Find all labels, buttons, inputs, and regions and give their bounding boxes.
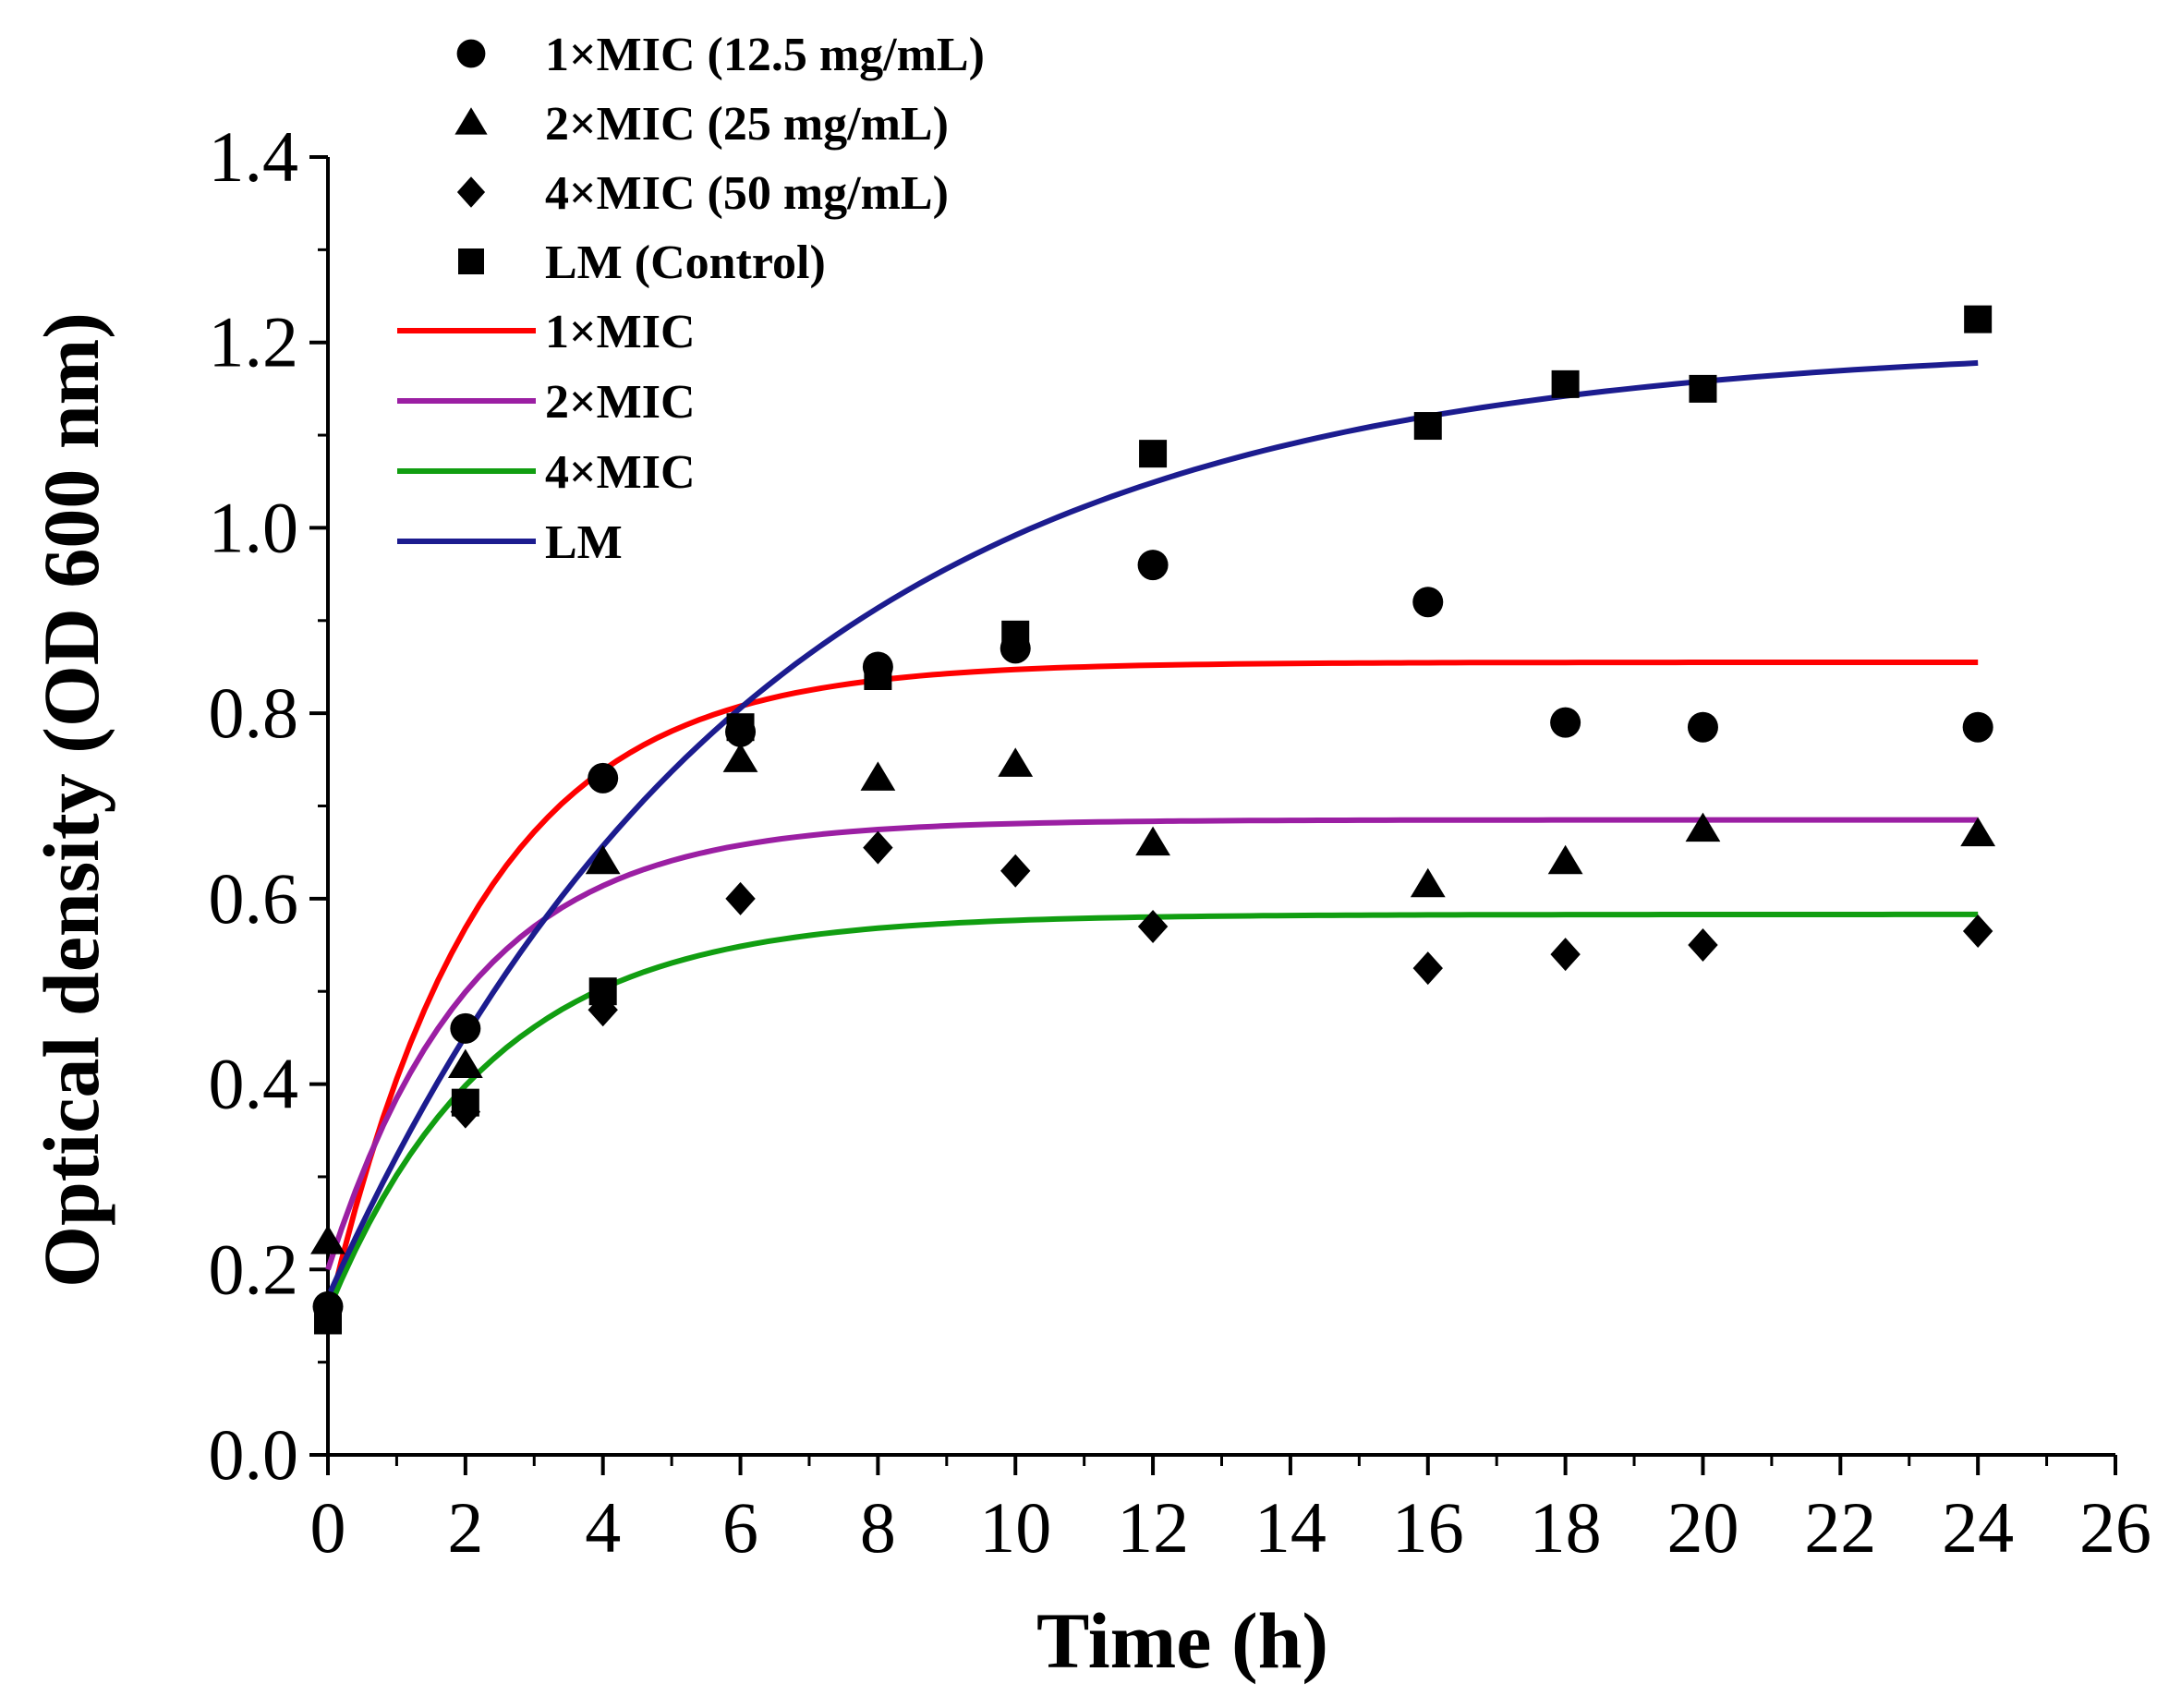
data-point-diamond [1137,909,1169,943]
data-point-circle [1962,711,1993,743]
x-tick-label: 8 [860,1487,896,1568]
y-tick-label: 1.4 [209,116,299,197]
data-point-triangle [998,747,1034,777]
data-point-triangle [1960,817,1996,847]
data-point-diamond [863,830,893,865]
data-point-triangle [722,743,758,772]
legend-marker-triangle [454,107,488,135]
data-point-diamond [588,993,618,1027]
y-tick-label: 0.2 [209,1229,299,1309]
x-tick-label: 24 [1942,1487,2014,1568]
data-point-square [1413,412,1442,441]
data-point-circle [1550,707,1581,738]
data-point-square [588,977,617,1006]
data-point-circle [1687,711,1718,743]
data-point-diamond [1550,938,1581,972]
data-point-circle [450,1012,481,1044]
fit-curve-1mic [325,660,1979,1317]
legend-label: LM (Control) [545,236,826,289]
x-tick-label: 6 [722,1487,758,1568]
data-point-square [1001,620,1030,648]
data-point-circle [1412,587,1444,618]
legend-label: 1×MIC (12.5 mg/mL) [545,29,985,81]
data-point-square [451,1088,479,1117]
legend-label: 1×MIC [545,306,696,358]
y-axis-title: Optical density (OD 600 nm) [27,312,115,1288]
data-point-triangle [310,1225,345,1254]
data-point-diamond [1412,951,1443,986]
y-tick-label: 1.0 [209,487,299,567]
x-tick-label: 0 [310,1487,346,1568]
y-tick-label: 0.0 [209,1414,299,1495]
data-point-diamond [725,881,756,915]
legend-label: 2×MIC [545,376,696,429]
legend-label: 4×MIC [545,446,696,499]
data-point-triangle [447,1048,483,1078]
legend: 1×MIC (12.5 mg/mL) 2×MIC (25 mg/mL) 4×MIC … [397,29,985,569]
legend-label: 4×MIC (50 mg/mL) [545,167,949,220]
fit-curve-2mic [325,817,1979,1271]
data-point-square [864,662,892,690]
legend-label: 2×MIC (25 mg/mL) [545,98,949,151]
data-point-square [1964,305,1993,333]
legend-marker-square [458,248,484,274]
y-tick-label: 0.4 [209,1044,299,1124]
data-point-square [314,1306,342,1335]
data-point-triangle [585,844,621,875]
data-point-triangle [1410,867,1446,898]
data-point-square [1551,369,1580,398]
x-tick-label: 16 [1392,1487,1464,1568]
x-tick-label: 12 [1117,1487,1189,1568]
data-point-triangle [860,761,896,791]
legend-label: LM [545,516,623,569]
x-tick-label: 26 [2079,1487,2151,1568]
data-point-diamond [1688,928,1718,963]
data-point-triangle [1685,812,1721,842]
data-point-circle [1137,550,1169,581]
data-point-square [1689,374,1717,403]
data-point-triangle [1547,844,1583,875]
axes: 0 2 4 6 8 10 12 14 16 18 20 22 24 260.00.20.40.60.81.… [209,116,2152,1568]
data-point-square [726,713,755,742]
x-tick-label: 10 [979,1487,1051,1568]
data-point-diamond [1962,914,1993,948]
x-tick-label: 22 [1804,1487,1876,1568]
fit-curve-4mic [325,911,1979,1313]
y-tick-label: 0.6 [209,858,299,939]
legend-marker-diamond [456,176,486,208]
y-tick-label: 1.2 [209,302,299,382]
data-point-circle [588,762,619,793]
legend-marker-circle [456,39,486,68]
data-point-square [1139,440,1168,468]
data-point-diamond [1000,854,1031,888]
x-tick-label: 18 [1530,1487,1602,1568]
x-axis-title: Time (h) [1036,1596,1328,1685]
x-tick-label: 2 [447,1487,483,1568]
x-tick-label: 20 [1666,1487,1739,1568]
x-tick-label: 14 [1254,1487,1327,1568]
x-tick-label: 4 [585,1487,621,1568]
data-points [310,305,1996,1335]
data-point-triangle [1135,826,1170,856]
y-tick-label: 0.8 [209,672,299,753]
